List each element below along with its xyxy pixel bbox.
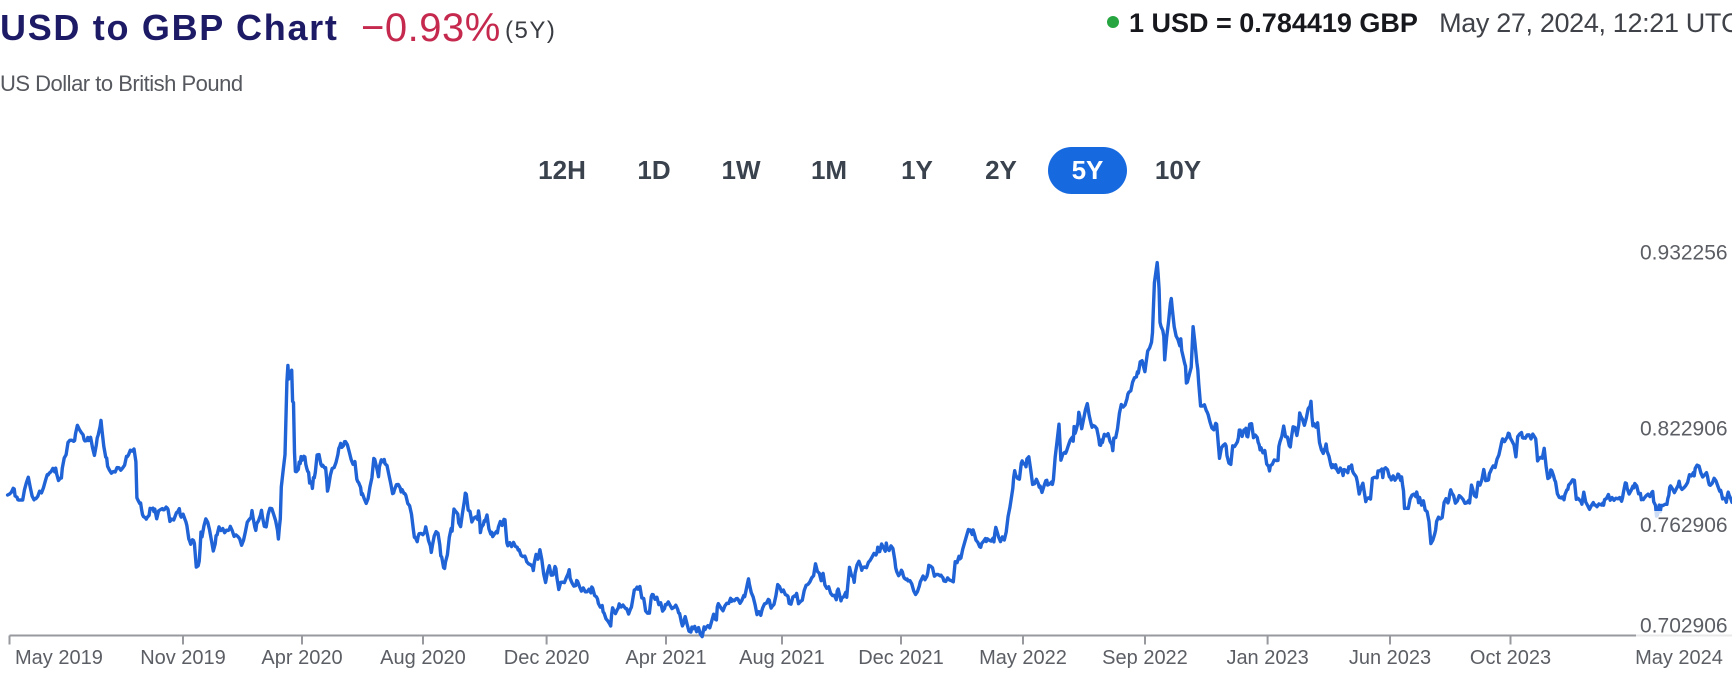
- svg-text:Nov 2019: Nov 2019: [140, 647, 226, 669]
- svg-text:Jan 2023: Jan 2023: [1226, 647, 1308, 669]
- svg-text:0.702906: 0.702906: [1640, 615, 1728, 638]
- svg-text:Jun 2023: Jun 2023: [1349, 647, 1431, 669]
- svg-text:Sep 2022: Sep 2022: [1102, 647, 1188, 669]
- svg-text:May 2022: May 2022: [979, 647, 1067, 669]
- svg-text:Dec 2021: Dec 2021: [858, 647, 944, 669]
- svg-text:Aug 2020: Aug 2020: [380, 647, 466, 669]
- svg-text:May 2019: May 2019: [15, 647, 103, 669]
- svg-text:0.822906: 0.822906: [1640, 418, 1728, 441]
- svg-text:0.762906: 0.762906: [1640, 514, 1728, 537]
- svg-text:Dec 2020: Dec 2020: [504, 647, 590, 669]
- svg-text:Apr 2020: Apr 2020: [261, 647, 342, 669]
- svg-text:0.932256: 0.932256: [1640, 242, 1728, 265]
- svg-text:Aug 2021: Aug 2021: [739, 647, 825, 669]
- svg-text:Apr 2021: Apr 2021: [625, 647, 706, 669]
- svg-text:May 2024: May 2024: [1635, 647, 1723, 669]
- svg-text:Oct 2023: Oct 2023: [1470, 647, 1551, 669]
